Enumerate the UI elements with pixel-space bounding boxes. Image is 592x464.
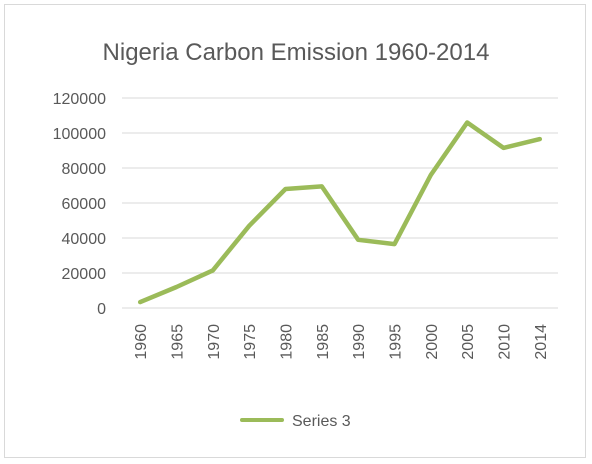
- x-tick-label: 1990: [351, 324, 368, 360]
- legend-label-series-3: Series 3: [292, 413, 351, 430]
- legend: Series 3: [240, 413, 351, 430]
- y-axis-ticks: 0 20000 40000 60000 80000 100000 120000: [53, 91, 106, 318]
- series-lines: [137, 120, 543, 305]
- y-tick-label: 100000: [53, 126, 106, 143]
- y-tick-label: 120000: [53, 91, 106, 108]
- x-tick-label: 1960: [133, 324, 150, 360]
- x-tick-label: 2000: [424, 324, 441, 360]
- y-tick-label: 60000: [62, 196, 107, 213]
- x-tick-label: 2005: [460, 324, 477, 360]
- x-tick-label: 1985: [315, 324, 332, 360]
- x-tick-label: 2014: [533, 324, 550, 360]
- x-tick-label: 1995: [388, 324, 405, 360]
- chart-area: [4, 4, 586, 458]
- y-tick-label: 80000: [62, 161, 107, 178]
- x-tick-label: 1965: [170, 324, 187, 360]
- y-tick-label: 20000: [62, 266, 107, 283]
- x-tick-label: 1975: [242, 324, 259, 360]
- gridlines: [122, 97, 558, 274]
- x-axis-ticks: 1960 1965 1970 1975 1980 1985 1990 1995 2000 2005…: [133, 324, 550, 360]
- y-tick-label: 40000: [62, 231, 107, 248]
- x-tick-label: 2010: [497, 324, 514, 360]
- series-line-0: [137, 120, 543, 305]
- x-tick-label: 1980: [279, 324, 296, 360]
- x-tick-label: 1970: [206, 324, 223, 360]
- chart-title: Nigeria Carbon Emission 1960-2014: [103, 39, 490, 66]
- y-tick-label: 0: [97, 301, 106, 318]
